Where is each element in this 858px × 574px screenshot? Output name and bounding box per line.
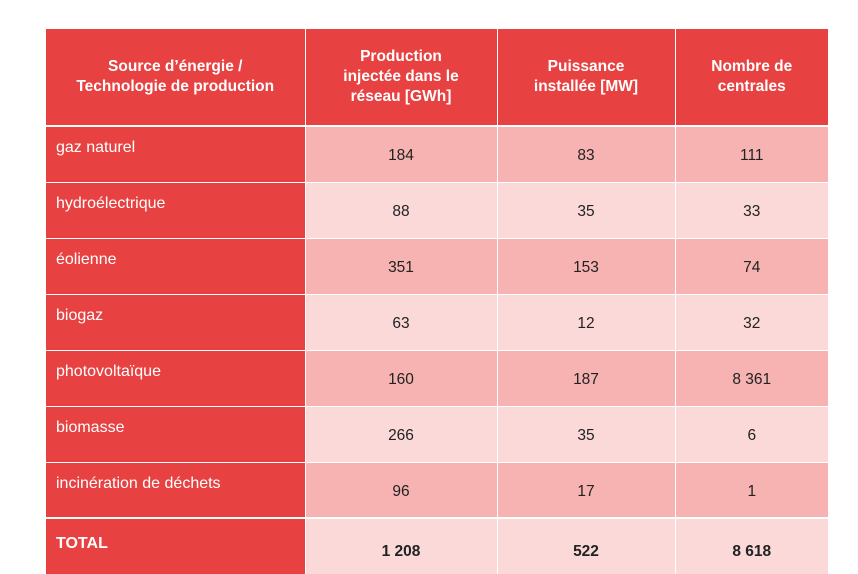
energy-production-table: Source d’énergie / Technologie de produc… — [46, 29, 828, 574]
row-centrales: 8 361 — [674, 349, 828, 406]
table-header-row: Source d’énergie / Technologie de produc… — [46, 29, 828, 127]
row-puissance: 187 — [496, 349, 675, 406]
table-row: photovoltaïque 160 187 8 361 — [46, 349, 828, 406]
header-production: Production injectée dans le réseau [GWh] — [304, 29, 497, 127]
row-source: biogaz — [46, 293, 305, 350]
row-puissance: 35 — [496, 405, 675, 462]
row-puissance: 35 — [496, 181, 675, 238]
row-centrales: 6 — [674, 405, 828, 462]
row-production: 63 — [304, 293, 497, 350]
row-puissance: 17 — [496, 461, 675, 518]
table-row: hydroélectrique 88 35 33 — [46, 181, 828, 238]
row-source: gaz naturel — [46, 125, 305, 182]
total-row: TOTAL 1 208 522 8 618 — [46, 517, 828, 574]
row-centrales: 74 — [674, 237, 828, 294]
total-puissance: 522 — [496, 517, 675, 574]
total-centrales: 8 618 — [674, 517, 828, 574]
row-source: photovoltaïque — [46, 349, 305, 406]
row-source: éolienne — [46, 237, 305, 294]
header-source: Source d’énergie / Technologie de produc… — [46, 29, 305, 127]
row-production: 351 — [304, 237, 497, 294]
row-production: 184 — [304, 125, 497, 182]
row-source: biomasse — [46, 405, 305, 462]
row-centrales: 32 — [674, 293, 828, 350]
row-production: 96 — [304, 461, 497, 518]
row-centrales: 33 — [674, 181, 828, 238]
header-centrales: Nombre de centrales — [674, 29, 828, 127]
row-puissance: 83 — [496, 125, 675, 182]
row-production: 160 — [304, 349, 497, 406]
table-row: biomasse 266 35 6 — [46, 405, 828, 462]
table-row: éolienne 351 153 74 — [46, 237, 828, 294]
row-centrales: 1 — [674, 461, 828, 518]
table-row: gaz naturel 184 83 111 — [46, 125, 828, 182]
header-puissance: Puissance installée [MW] — [496, 29, 675, 127]
total-label: TOTAL — [46, 517, 305, 574]
table-row: biogaz 63 12 32 — [46, 293, 828, 350]
row-puissance: 12 — [496, 293, 675, 350]
total-production: 1 208 — [304, 517, 497, 574]
table-row: incinération de déchets 96 17 1 — [46, 461, 828, 518]
row-source: incinération de déchets — [46, 461, 305, 518]
row-source: hydroélectrique — [46, 181, 305, 238]
row-production: 266 — [304, 405, 497, 462]
row-puissance: 153 — [496, 237, 675, 294]
row-centrales: 111 — [674, 125, 828, 182]
row-production: 88 — [304, 181, 497, 238]
